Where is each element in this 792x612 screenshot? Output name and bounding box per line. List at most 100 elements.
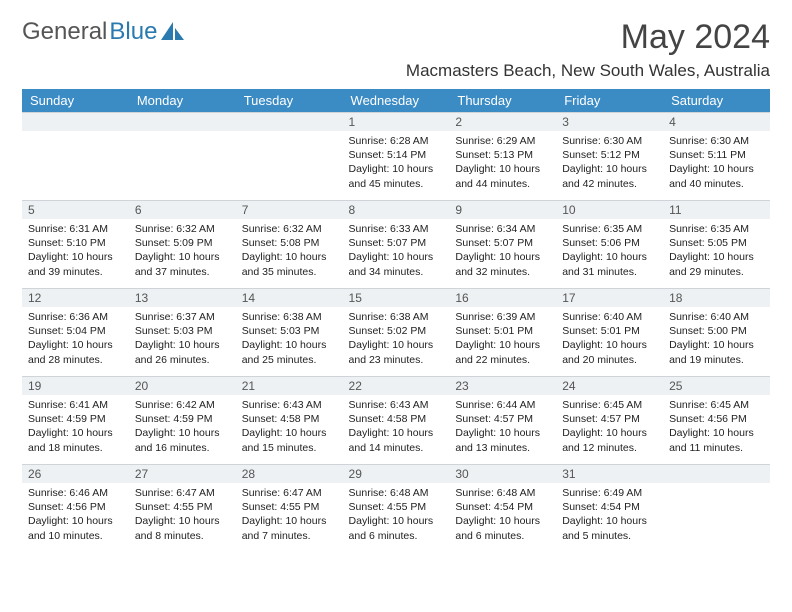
day-number-bar: 27 — [129, 464, 236, 483]
sunrise-line: Sunrise: 6:41 AM — [28, 398, 123, 412]
sunset-line: Sunset: 5:03 PM — [135, 324, 230, 338]
calendar-cell — [129, 112, 236, 200]
calendar-cell: 1Sunrise: 6:28 AMSunset: 5:14 PMDaylight… — [343, 112, 450, 200]
day-number-bar: 12 — [22, 288, 129, 307]
sunset-line: Sunset: 5:03 PM — [242, 324, 337, 338]
day-details: Sunrise: 6:28 AMSunset: 5:14 PMDaylight:… — [343, 131, 450, 195]
calendar-cell: 14Sunrise: 6:38 AMSunset: 5:03 PMDayligh… — [236, 288, 343, 376]
daylight-line: Daylight: 10 hours and 6 minutes. — [455, 514, 550, 542]
day-details: Sunrise: 6:46 AMSunset: 4:56 PMDaylight:… — [22, 483, 129, 547]
daylight-line: Daylight: 10 hours and 10 minutes. — [28, 514, 123, 542]
sunset-line: Sunset: 5:14 PM — [349, 148, 444, 162]
weekday-header: Friday — [556, 89, 663, 112]
brand-logo: GeneralBlue — [22, 18, 187, 46]
sunrise-line: Sunrise: 6:29 AM — [455, 134, 550, 148]
sunset-line: Sunset: 5:05 PM — [669, 236, 764, 250]
day-number-bar: 18 — [663, 288, 770, 307]
daylight-line: Daylight: 10 hours and 44 minutes. — [455, 162, 550, 190]
calendar-cell: 13Sunrise: 6:37 AMSunset: 5:03 PMDayligh… — [129, 288, 236, 376]
day-details: Sunrise: 6:38 AMSunset: 5:02 PMDaylight:… — [343, 307, 450, 371]
location-subtitle: Macmasters Beach, New South Wales, Austr… — [22, 61, 770, 81]
day-number-bar: 7 — [236, 200, 343, 219]
calendar-cell: 15Sunrise: 6:38 AMSunset: 5:02 PMDayligh… — [343, 288, 450, 376]
sunrise-line: Sunrise: 6:48 AM — [455, 486, 550, 500]
daylight-line: Daylight: 10 hours and 39 minutes. — [28, 250, 123, 278]
day-details: Sunrise: 6:33 AMSunset: 5:07 PMDaylight:… — [343, 219, 450, 283]
day-details: Sunrise: 6:43 AMSunset: 4:58 PMDaylight:… — [343, 395, 450, 459]
sunrise-line: Sunrise: 6:47 AM — [135, 486, 230, 500]
calendar-cell — [22, 112, 129, 200]
calendar-cell: 29Sunrise: 6:48 AMSunset: 4:55 PMDayligh… — [343, 464, 450, 552]
calendar-row: 5Sunrise: 6:31 AMSunset: 5:10 PMDaylight… — [22, 200, 770, 288]
sunset-line: Sunset: 4:55 PM — [349, 500, 444, 514]
sunset-line: Sunset: 4:54 PM — [562, 500, 657, 514]
day-details: Sunrise: 6:30 AMSunset: 5:11 PMDaylight:… — [663, 131, 770, 195]
calendar-cell: 28Sunrise: 6:47 AMSunset: 4:55 PMDayligh… — [236, 464, 343, 552]
weekday-header: Monday — [129, 89, 236, 112]
daylight-line: Daylight: 10 hours and 8 minutes. — [135, 514, 230, 542]
sunset-line: Sunset: 4:58 PM — [349, 412, 444, 426]
sunrise-line: Sunrise: 6:31 AM — [28, 222, 123, 236]
sunset-line: Sunset: 4:57 PM — [455, 412, 550, 426]
weekday-header: Wednesday — [343, 89, 450, 112]
sunrise-line: Sunrise: 6:35 AM — [669, 222, 764, 236]
calendar-row: 19Sunrise: 6:41 AMSunset: 4:59 PMDayligh… — [22, 376, 770, 464]
daylight-line: Daylight: 10 hours and 45 minutes. — [349, 162, 444, 190]
weekday-header: Saturday — [663, 89, 770, 112]
calendar-cell: 6Sunrise: 6:32 AMSunset: 5:09 PMDaylight… — [129, 200, 236, 288]
sunset-line: Sunset: 5:07 PM — [455, 236, 550, 250]
day-details: Sunrise: 6:45 AMSunset: 4:57 PMDaylight:… — [556, 395, 663, 459]
sunset-line: Sunset: 5:01 PM — [455, 324, 550, 338]
brand-name-1: General — [22, 18, 107, 46]
sunset-line: Sunset: 4:59 PM — [135, 412, 230, 426]
calendar-cell: 30Sunrise: 6:48 AMSunset: 4:54 PMDayligh… — [449, 464, 556, 552]
day-number-bar: 17 — [556, 288, 663, 307]
day-number-bar: 11 — [663, 200, 770, 219]
day-number-bar: 29 — [343, 464, 450, 483]
day-details: Sunrise: 6:40 AMSunset: 5:00 PMDaylight:… — [663, 307, 770, 371]
daylight-line: Daylight: 10 hours and 6 minutes. — [349, 514, 444, 542]
day-details: Sunrise: 6:30 AMSunset: 5:12 PMDaylight:… — [556, 131, 663, 195]
day-details: Sunrise: 6:37 AMSunset: 5:03 PMDaylight:… — [129, 307, 236, 371]
sunrise-line: Sunrise: 6:30 AM — [669, 134, 764, 148]
day-details: Sunrise: 6:35 AMSunset: 5:06 PMDaylight:… — [556, 219, 663, 283]
day-details: Sunrise: 6:45 AMSunset: 4:56 PMDaylight:… — [663, 395, 770, 459]
day-details: Sunrise: 6:48 AMSunset: 4:54 PMDaylight:… — [449, 483, 556, 547]
calendar-row: 1Sunrise: 6:28 AMSunset: 5:14 PMDaylight… — [22, 112, 770, 200]
day-details: Sunrise: 6:47 AMSunset: 4:55 PMDaylight:… — [236, 483, 343, 547]
day-number-bar — [663, 464, 770, 483]
calendar-cell: 3Sunrise: 6:30 AMSunset: 5:12 PMDaylight… — [556, 112, 663, 200]
calendar-cell: 23Sunrise: 6:44 AMSunset: 4:57 PMDayligh… — [449, 376, 556, 464]
calendar-cell: 12Sunrise: 6:36 AMSunset: 5:04 PMDayligh… — [22, 288, 129, 376]
sunrise-line: Sunrise: 6:45 AM — [562, 398, 657, 412]
daylight-line: Daylight: 10 hours and 34 minutes. — [349, 250, 444, 278]
calendar-cell: 25Sunrise: 6:45 AMSunset: 4:56 PMDayligh… — [663, 376, 770, 464]
calendar-cell: 27Sunrise: 6:47 AMSunset: 4:55 PMDayligh… — [129, 464, 236, 552]
brand-name-2: Blue — [109, 18, 157, 46]
day-number-bar: 2 — [449, 112, 556, 131]
sunset-line: Sunset: 4:56 PM — [28, 500, 123, 514]
day-details: Sunrise: 6:35 AMSunset: 5:05 PMDaylight:… — [663, 219, 770, 283]
day-number-bar: 6 — [129, 200, 236, 219]
day-number-bar — [22, 112, 129, 131]
sunrise-line: Sunrise: 6:40 AM — [669, 310, 764, 324]
sunrise-line: Sunrise: 6:47 AM — [242, 486, 337, 500]
daylight-line: Daylight: 10 hours and 20 minutes. — [562, 338, 657, 366]
sunrise-line: Sunrise: 6:32 AM — [242, 222, 337, 236]
sunrise-line: Sunrise: 6:35 AM — [562, 222, 657, 236]
weekday-header: Thursday — [449, 89, 556, 112]
daylight-line: Daylight: 10 hours and 15 minutes. — [242, 426, 337, 454]
sunrise-line: Sunrise: 6:40 AM — [562, 310, 657, 324]
day-number-bar: 28 — [236, 464, 343, 483]
daylight-line: Daylight: 10 hours and 37 minutes. — [135, 250, 230, 278]
sunset-line: Sunset: 5:08 PM — [242, 236, 337, 250]
calendar-cell: 24Sunrise: 6:45 AMSunset: 4:57 PMDayligh… — [556, 376, 663, 464]
sunset-line: Sunset: 5:09 PM — [135, 236, 230, 250]
calendar-row: 12Sunrise: 6:36 AMSunset: 5:04 PMDayligh… — [22, 288, 770, 376]
daylight-line: Daylight: 10 hours and 28 minutes. — [28, 338, 123, 366]
day-number-bar: 5 — [22, 200, 129, 219]
day-number-bar: 3 — [556, 112, 663, 131]
weekday-header-row: SundayMondayTuesdayWednesdayThursdayFrid… — [22, 89, 770, 112]
daylight-line: Daylight: 10 hours and 22 minutes. — [455, 338, 550, 366]
day-number-bar: 30 — [449, 464, 556, 483]
